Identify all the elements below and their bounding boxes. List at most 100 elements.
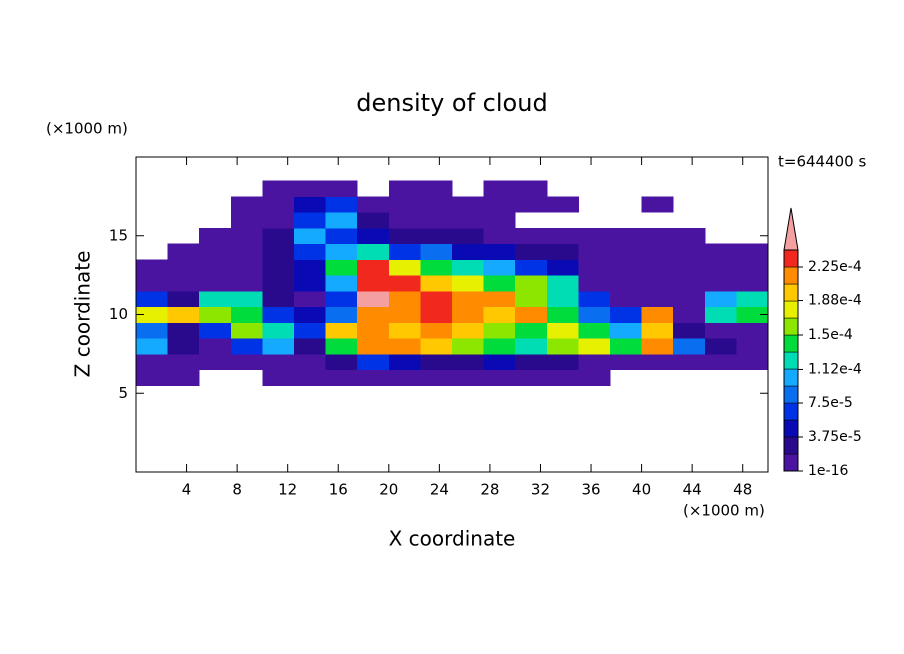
contour-cell [515, 338, 548, 355]
contour-cell [483, 306, 516, 323]
contour-cell [325, 180, 358, 197]
contour-cell [294, 243, 327, 260]
contour-cell [325, 212, 358, 229]
contour-cell [673, 259, 706, 276]
contour-cell [483, 353, 516, 371]
contour-cell [388, 353, 421, 371]
x-tick-label: 24 [430, 481, 449, 499]
contour-cell [546, 322, 579, 339]
contour-cell [420, 290, 453, 308]
contour-cell [704, 243, 737, 260]
contour-cell [357, 322, 390, 339]
contour-cell [452, 196, 485, 213]
contour-cell [325, 243, 358, 260]
contour-cell [483, 180, 516, 197]
contour-cell [294, 212, 327, 229]
x-tick-label: 12 [278, 481, 297, 499]
contour-cell [262, 227, 295, 245]
colorbar-band [783, 300, 799, 319]
colorbar-band [783, 249, 799, 268]
contour-cell [546, 369, 579, 386]
contour-cell [262, 353, 295, 371]
contour-cell [357, 275, 390, 292]
contour-cell [262, 338, 295, 355]
contour-cell [357, 369, 390, 386]
contour-cell [452, 227, 485, 245]
contour-cell [515, 259, 548, 276]
contour-cell [420, 259, 453, 276]
contour-cell [546, 259, 579, 276]
contour-cell [483, 322, 516, 339]
colorbar-band [783, 402, 799, 421]
x-tick-label: 48 [733, 481, 752, 499]
contour-cell [641, 290, 674, 308]
colorbar-tick-label: 2.25e-4 [808, 259, 862, 275]
contour-cell [546, 275, 579, 292]
contour-cell [325, 227, 358, 245]
contour-cell [230, 243, 263, 260]
contour-cell [704, 275, 737, 292]
contour-cell [199, 338, 232, 355]
contour-cell [262, 322, 295, 339]
contour-cell [199, 227, 232, 245]
contour-cell [736, 243, 769, 260]
colorbar-tick-label: 1.88e-4 [808, 293, 862, 309]
colorbar-tick-label: 1.5e-4 [808, 327, 853, 343]
contour-cell [578, 369, 611, 386]
contour-cell [515, 306, 548, 323]
contour-cell [357, 306, 390, 323]
contour-cell [673, 338, 706, 355]
contour-cell [167, 322, 200, 339]
contour-cell [673, 322, 706, 339]
contour-cell [420, 243, 453, 260]
contour-cell [704, 338, 737, 355]
contour-cell [167, 338, 200, 355]
contour-cell [357, 243, 390, 260]
contour-cell [452, 306, 485, 323]
contour-cell [388, 275, 421, 292]
x-tick-label: 8 [232, 481, 242, 499]
contour-cell [357, 212, 390, 229]
contour-cell [136, 275, 169, 292]
contour-cell [199, 259, 232, 276]
contour-cell [736, 338, 769, 355]
contour-cell [578, 338, 611, 355]
contour-cell [262, 369, 295, 386]
contour-cell [294, 322, 327, 339]
contour-cell [515, 243, 548, 260]
contour-cell [641, 353, 674, 371]
colorbar-band [783, 317, 799, 336]
contour-cell [388, 196, 421, 213]
contour-cell [325, 275, 358, 292]
contour-cell [483, 243, 516, 260]
contour-cell [420, 227, 453, 245]
contour-cell [230, 322, 263, 339]
contour-cell [546, 353, 579, 371]
x-tick-label: 16 [329, 481, 348, 499]
contour-cell [230, 212, 263, 229]
contour-cell [388, 290, 421, 308]
contour-cell [136, 369, 169, 386]
contour-cell [262, 243, 295, 260]
contour-cell [294, 227, 327, 245]
contour-cell [736, 322, 769, 339]
contour-cell [641, 275, 674, 292]
contour-cell [230, 196, 263, 213]
contour-cell [388, 180, 421, 197]
contour-cell [610, 290, 643, 308]
contour-cell [641, 227, 674, 245]
contour-cell [420, 369, 453, 386]
x-tick-label: 32 [531, 481, 550, 499]
contour-cell [136, 322, 169, 339]
contour-cell [641, 338, 674, 355]
contour-cell [641, 196, 674, 213]
contour-cell [546, 243, 579, 260]
contour-cell [578, 243, 611, 260]
x-tick-label: 28 [480, 481, 499, 499]
colorbar-band [783, 436, 799, 455]
contour-cell [230, 353, 263, 371]
contour-cell [452, 353, 485, 371]
contour-cell [167, 275, 200, 292]
contour-cell [515, 196, 548, 213]
contour-cell [483, 338, 516, 355]
